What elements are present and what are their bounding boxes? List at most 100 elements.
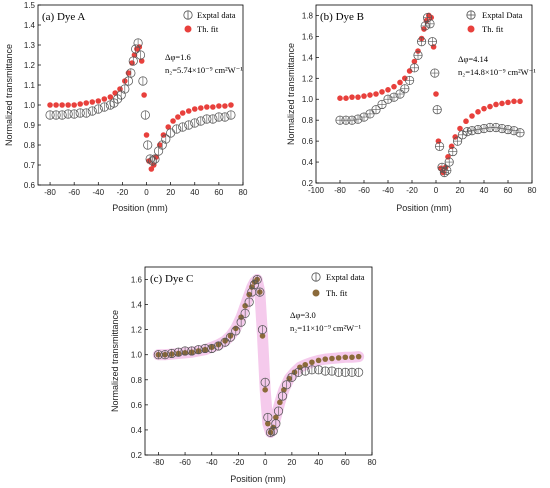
panel-a-xtick-label: -80 <box>44 188 56 197</box>
panel-b-fit-point <box>402 75 408 82</box>
panel-a-fit-point <box>83 100 90 106</box>
panel-b-legend-fit-label: Th. fit <box>482 24 504 34</box>
panel-a-fit-point <box>141 92 147 98</box>
panel-a-xtick-label: 0 <box>144 188 149 197</box>
panel-b-fit-point <box>373 91 379 97</box>
panel-b-ytick-label: 0.6 <box>302 137 314 146</box>
panel-c-ylabel: Normalized transmittance <box>110 310 120 412</box>
panel-c-ytick-label: 1.4 <box>131 301 143 310</box>
panel-a-title: (a) Dye A <box>42 11 85 23</box>
panel-b-marks <box>335 12 525 178</box>
panel-c-ytick-label: 0.6 <box>131 401 143 410</box>
panel-c-fit-point <box>277 399 283 406</box>
panel-b-legend-data-marker <box>466 10 476 20</box>
panel-b-fit-point <box>433 91 439 97</box>
panel-b-fit-point <box>361 93 367 99</box>
panel-a-annotation-dphi: Δφ=1.6 <box>165 52 191 62</box>
panel-b-title: (b) Dye B <box>320 11 364 23</box>
panel-b-fit-point <box>411 58 418 65</box>
panel-c-fit-point <box>262 387 268 393</box>
panel-a-fit-point <box>185 108 192 114</box>
panel-c-fit-point <box>309 359 315 366</box>
panel-a-fit-point <box>131 52 138 58</box>
panel-c-xlabel: Position (mm) <box>230 474 286 484</box>
panel-a-legend-data-label: Exptal data <box>197 10 236 20</box>
panel-a-fit-point <box>175 114 181 120</box>
panel-a-ytick-label: 1.3 <box>24 41 36 50</box>
panel-c-fit-point <box>315 357 322 364</box>
panel-c-fit-point <box>265 420 271 427</box>
panel-b-fit-point <box>452 134 459 140</box>
panel-b-xtick-label: 0 <box>434 186 439 195</box>
panel-b-fit-point <box>499 100 505 107</box>
panel-b-fit-point <box>391 83 397 90</box>
panel-b-xtick-label: -60 <box>358 186 370 195</box>
panel-a-fit-point <box>143 132 150 138</box>
panel-a-fit-point <box>228 102 234 108</box>
panel-b-ytick-label: 0.4 <box>302 158 314 167</box>
panel-c-xtick-label: -40 <box>206 458 218 467</box>
panel-c-fit-glow <box>152 274 365 438</box>
panel-a-ytick-label: 0.7 <box>24 161 36 170</box>
panel-b-ytick-label: 0.2 <box>302 179 314 188</box>
panel-b-fit-point <box>511 98 517 105</box>
panel-a-fit-point <box>138 58 145 64</box>
panel-b-fit-point <box>367 92 373 98</box>
panel-c-xtick-label: -80 <box>153 458 165 467</box>
panel-c-xtick-label: 40 <box>314 458 323 467</box>
panel-c: Normalized transmittance Position (mm) -… <box>110 266 377 484</box>
panel-a-fit-point <box>107 94 114 100</box>
panel-b-xtick-label: 80 <box>528 186 537 195</box>
panel-a-fit-point <box>112 90 118 96</box>
panel-a-fit-point <box>170 118 176 124</box>
panel-a-marks <box>45 38 236 172</box>
panel-c-marks <box>152 274 365 438</box>
panel-a-ytick-label: 0.9 <box>24 121 36 130</box>
panel-a-fit-point <box>59 102 65 108</box>
panel-c-frame <box>144 266 373 456</box>
panel-a-fit-point <box>47 102 53 108</box>
panel-a-xtick-label: -40 <box>93 188 105 197</box>
panel-a-fit-point <box>160 132 167 138</box>
panel-c-fit-point <box>273 414 279 421</box>
panel-a-ytick-label: 1.5 <box>24 1 36 10</box>
panel-b-fit-point <box>337 95 343 101</box>
panel-c-legend-data-label: Exptal data <box>326 272 365 282</box>
panel-b-fit-point <box>343 95 349 101</box>
panel-a-legend-fit-marker <box>184 25 192 33</box>
panel-a-fit-point <box>53 102 59 108</box>
panel-b: Normalized transmittance Position (mm) -… <box>286 4 537 213</box>
panel-c-ytick-label: 0.2 <box>131 451 143 460</box>
panel-b-fit-point <box>457 125 463 132</box>
panel-a-xtick-label: 80 <box>239 188 248 197</box>
panel-b-annotation-dphi: Δφ=4.14 <box>458 54 489 64</box>
panel-b-ytick-label: 1.4 <box>302 53 314 62</box>
panel-a-xtick-label: 20 <box>166 188 175 197</box>
panel-b-ytick-label: 1.2 <box>302 74 314 83</box>
panel-a-fit-point <box>101 96 108 102</box>
panel-a: Normalized transmittance Position (mm) -… <box>4 1 248 213</box>
panel-c-xtick-label: -20 <box>233 458 245 467</box>
panel-a-ytick-label: 1.0 <box>24 101 36 110</box>
panel-c-annotation-n2: n₂=11×10⁻⁹ cm²W⁻¹ <box>290 323 362 333</box>
panel-a-legend-fit-label: Th. fit <box>197 24 219 34</box>
panel-a-ylabel: Normalized transmittance <box>4 44 14 146</box>
panel-c-annotation-dphi: Δφ=3.0 <box>290 310 316 320</box>
panel-c-fit-point <box>349 354 355 361</box>
panel-a-fit-point <box>191 106 198 112</box>
panel-c-xtick-label: 60 <box>341 458 350 467</box>
panel-a-ytick-label: 1.2 <box>24 61 36 70</box>
panel-c-fit-point <box>322 356 329 362</box>
panel-c-fit-point <box>329 355 335 362</box>
panel-b-xtick-label: 20 <box>456 186 465 195</box>
panel-a-fit-point <box>89 99 96 105</box>
panel-a-fit-point <box>210 104 216 110</box>
panel-a-fit-point <box>179 110 186 116</box>
panel-a-fit-point <box>222 103 228 109</box>
panel-b-fit-point <box>469 113 475 119</box>
panel-b-legend-data-label: Exptal Data <box>482 10 523 20</box>
panel-a-fit-point <box>122 78 128 84</box>
panel-c-fit-point <box>302 361 309 368</box>
panel-b-xtick-label: 60 <box>504 186 513 195</box>
panel-c-ytick-label: 1.0 <box>131 351 143 360</box>
